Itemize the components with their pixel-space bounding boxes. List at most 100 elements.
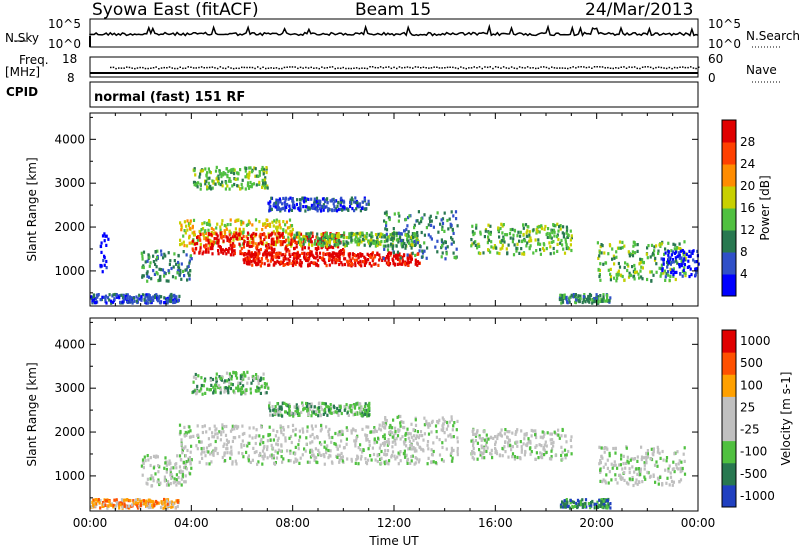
power-echo-cell [296,232,299,236]
power-echo-cell [210,242,214,246]
velocity-echo-cell [219,438,222,442]
power-echo-cell [270,254,273,258]
velocity-echo-cell [165,470,168,474]
power-echo-cell [325,264,328,268]
power-echo-cell [289,196,292,200]
velocity-echo-cell [570,435,573,439]
power-echo-cell [421,251,425,255]
velocity-echo-cell [565,498,568,502]
power-echo-cell [411,232,414,236]
power-echo-cell [272,224,275,228]
power-echo-cell [152,269,155,273]
velocity-echo-cell [683,446,686,450]
power-echo-cell [674,256,677,260]
velocity-echo-cell [276,451,279,455]
power-echo-cell [680,259,683,263]
velocity-echo-cell [185,460,188,464]
power-echo-cell [242,234,245,239]
power-echo-cell [687,259,690,263]
power-echo-cell [608,299,611,303]
power-echo-cell [562,232,566,236]
power-echo-cell [233,249,236,253]
power-echo-cell [231,250,234,254]
power-echo-cell [489,232,492,236]
power-echo-cell [190,257,193,261]
power-echo-cell [313,197,316,201]
velocity-echo-cell [585,505,588,509]
velocity-echo-cell [253,450,256,455]
power-echo-cell [667,257,670,261]
power-echo-cell [440,244,444,248]
velocity-echo-cell [551,438,554,442]
velocity-echo-cell [354,403,357,407]
velocity-echo-cell [656,445,659,449]
power-echo-cell [339,203,342,207]
velocity-echo-cell [201,392,204,396]
power-echo-cell [354,235,357,239]
power-echo-cell [210,226,213,231]
velocity-echo-cell [357,462,360,466]
power-echo-cell [315,199,318,203]
power-echo-cell [421,249,424,253]
power-echo-cell [279,260,283,264]
power-echo-cell [357,260,360,265]
power-echo-cell [163,271,166,275]
velocity-echo-cell [240,379,243,383]
velocity-echo-cell [247,458,250,462]
power-echo-cell [363,263,366,267]
velocity-echo-cell [447,424,450,428]
velocity-echo-cell [233,424,236,429]
power-echo-cell [333,208,336,212]
velocity-echo-cell [607,505,610,509]
velocity-echo-cell [481,452,484,456]
power-echo-cell [392,232,396,236]
power-echo-cell [349,198,352,202]
velocity-echo-cell [532,429,535,433]
power-echo-cell [246,173,249,177]
velocity-echo-cell [388,459,391,463]
velocity-echo-cell [361,411,364,415]
nave-dot [441,67,443,69]
power-echo-cell [275,198,278,202]
power-echo-cell [384,227,387,231]
velocity-echo-cell [122,498,125,502]
velocity-echo-cell [150,484,154,488]
velocity-echo-cell [316,435,319,439]
velocity-echo-cell [511,455,514,459]
velocity-echo-cell [196,390,199,394]
velocity-echo-cell [227,378,231,382]
velocity-echo-cell [309,434,312,438]
velocity-echo-cell [307,413,310,417]
velocity-echo-cell [322,412,325,416]
power-echo-cell [180,228,183,232]
velocity-echo-cell [682,452,685,456]
power-echo-cell [585,297,588,301]
power-echo-cell [346,241,349,245]
velocity-echo-cell [634,481,637,485]
velocity-echo-cell [213,389,216,393]
power-echo-cell [303,246,306,250]
power-echo-cell [154,262,157,266]
power-echo-cell [271,237,274,241]
power-echo-cell [664,247,667,251]
power-echo-cell [233,251,236,256]
power-echo-cell [559,227,562,231]
power-echo-cell [337,241,341,245]
power-echo-cell [97,293,100,297]
velocity-echo-cell [280,407,283,411]
velocity-echo-cell [326,413,329,417]
power-echo-cell [331,234,334,238]
power-echo-cell [242,245,246,249]
power-echo-cell [663,252,666,256]
power-echo-cell [257,258,260,262]
velocity-echo-cell [274,409,277,413]
velocity-echo-cell [600,446,603,450]
velocity-echo-cell [384,423,387,427]
velocity-echo-cell [409,461,412,465]
nave-dot [350,67,352,70]
nave-dot [358,67,361,70]
velocity-echo-cell [377,436,380,440]
power-echo-cell [322,237,325,241]
power-echo-cell [535,249,538,253]
nave-dot [671,67,673,70]
